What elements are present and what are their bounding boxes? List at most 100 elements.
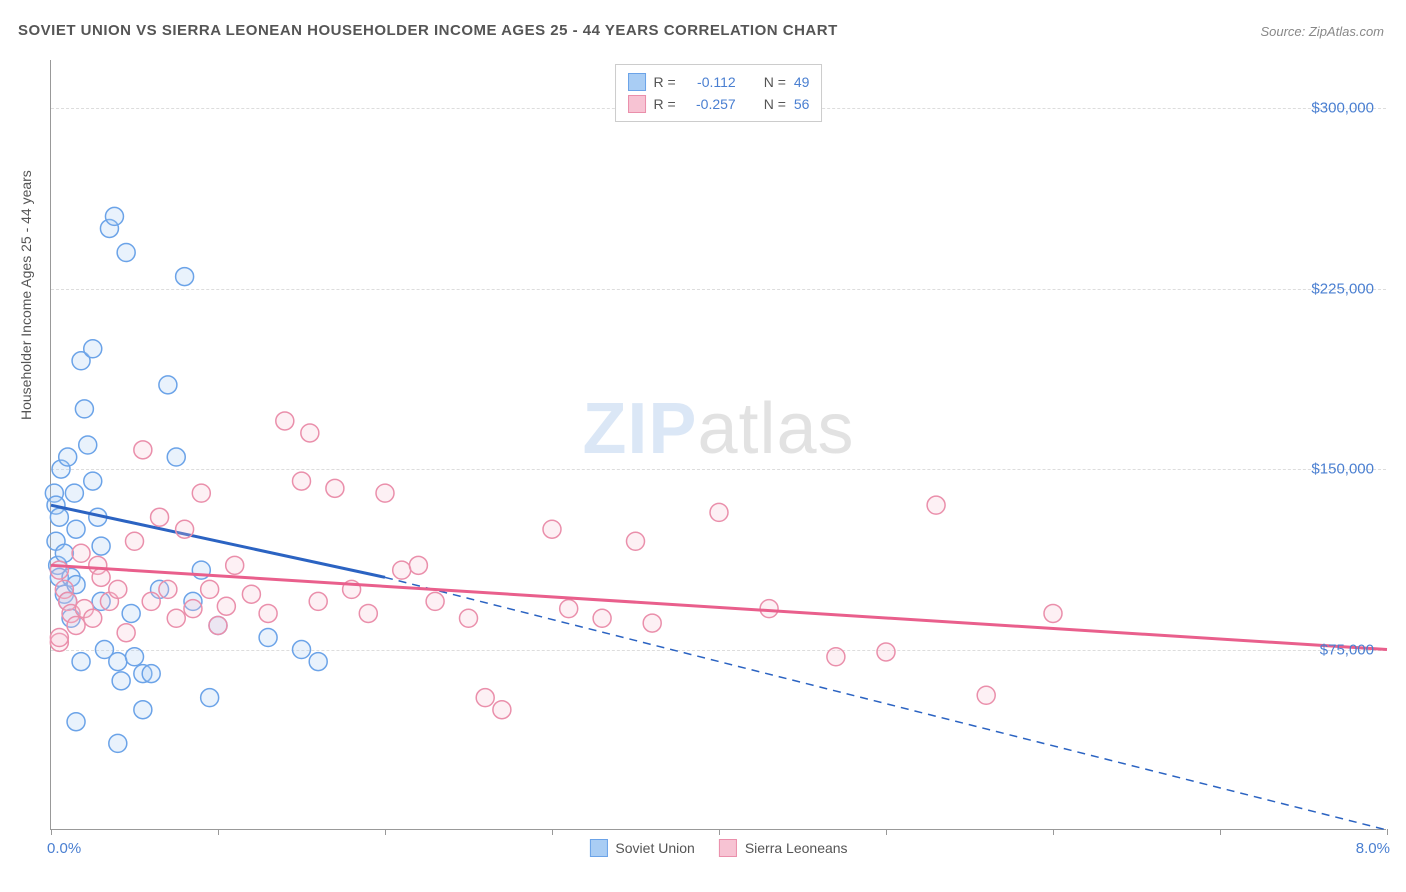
data-point [134, 441, 152, 459]
series-legend: Soviet Union Sierra Leoneans [589, 839, 847, 857]
x-tick [1053, 829, 1054, 835]
y-axis-label: Householder Income Ages 25 - 44 years [18, 170, 34, 420]
data-point [112, 672, 130, 690]
x-tick-0: 0.0% [47, 840, 81, 857]
data-point [67, 713, 85, 731]
data-point [309, 592, 327, 610]
legend-swatch [628, 73, 646, 91]
data-point [827, 648, 845, 666]
data-point [159, 376, 177, 394]
data-point [92, 537, 110, 555]
y-tick-label: $75,000 [1320, 641, 1374, 658]
data-point [643, 614, 661, 632]
data-point [760, 600, 778, 618]
x-tick [886, 829, 887, 835]
data-point [242, 585, 260, 603]
data-point [460, 609, 478, 627]
data-point [326, 479, 344, 497]
data-point [67, 520, 85, 538]
data-point [209, 616, 227, 634]
source-text: Source: ZipAtlas.com [1260, 24, 1384, 39]
data-point [122, 604, 140, 622]
data-point [376, 484, 394, 502]
x-tick [218, 829, 219, 835]
data-point [55, 544, 73, 562]
scatter-plot [51, 60, 1386, 829]
data-point [301, 424, 319, 442]
data-point [117, 244, 135, 262]
legend-item: Sierra Leoneans [719, 839, 848, 857]
x-tick [51, 829, 52, 835]
data-point [67, 616, 85, 634]
data-point [65, 484, 83, 502]
data-point [109, 734, 127, 752]
data-point [1044, 604, 1062, 622]
n-label: N = [764, 71, 786, 93]
data-point [176, 268, 194, 286]
data-point [50, 561, 68, 579]
y-tick-label: $225,000 [1311, 280, 1374, 297]
data-point [72, 544, 90, 562]
data-point [627, 532, 645, 550]
data-point [159, 580, 177, 598]
data-point [927, 496, 945, 514]
data-point [201, 689, 219, 707]
data-point [142, 592, 160, 610]
legend-swatch [719, 839, 737, 857]
data-point [276, 412, 294, 430]
trend-line-extrapolated [385, 577, 1387, 830]
data-point [226, 556, 244, 574]
n-value: 49 [794, 71, 810, 93]
r-label: R = [654, 93, 676, 115]
data-point [426, 592, 444, 610]
data-point [59, 448, 77, 466]
data-point [50, 629, 68, 647]
legend-label: Soviet Union [615, 840, 694, 856]
data-point [142, 665, 160, 683]
data-point [710, 503, 728, 521]
data-point [476, 689, 494, 707]
data-point [560, 600, 578, 618]
correlation-legend: R = -0.112 N = 49 R = -0.257 N = 56 [615, 64, 823, 122]
data-point [877, 643, 895, 661]
data-point [593, 609, 611, 627]
data-point [105, 207, 123, 225]
data-point [117, 624, 135, 642]
legend-swatch [628, 95, 646, 113]
data-point [84, 340, 102, 358]
data-point [109, 653, 127, 671]
data-point [79, 436, 97, 454]
legend-item: Soviet Union [589, 839, 694, 857]
data-point [259, 604, 277, 622]
n-label: N = [764, 93, 786, 115]
data-point [72, 653, 90, 671]
r-label: R = [654, 71, 676, 93]
legend-row: R = -0.257 N = 56 [628, 93, 810, 115]
data-point [92, 568, 110, 586]
r-value: -0.112 [684, 71, 736, 93]
data-point [176, 520, 194, 538]
data-point [167, 448, 185, 466]
data-point [493, 701, 511, 719]
n-value: 56 [794, 93, 810, 115]
x-tick [719, 829, 720, 835]
data-point [201, 580, 219, 598]
data-point [109, 580, 127, 598]
data-point [167, 609, 185, 627]
data-point [393, 561, 411, 579]
data-point [75, 400, 93, 418]
data-point [84, 609, 102, 627]
data-point [977, 686, 995, 704]
x-tick [385, 829, 386, 835]
legend-label: Sierra Leoneans [745, 840, 848, 856]
y-tick-label: $300,000 [1311, 100, 1374, 117]
x-tick [1220, 829, 1221, 835]
data-point [543, 520, 561, 538]
data-point [134, 701, 152, 719]
legend-swatch [589, 839, 607, 857]
data-point [217, 597, 235, 615]
legend-row: R = -0.112 N = 49 [628, 71, 810, 93]
data-point [309, 653, 327, 671]
data-point [126, 532, 144, 550]
x-tick-8: 8.0% [1356, 840, 1390, 857]
